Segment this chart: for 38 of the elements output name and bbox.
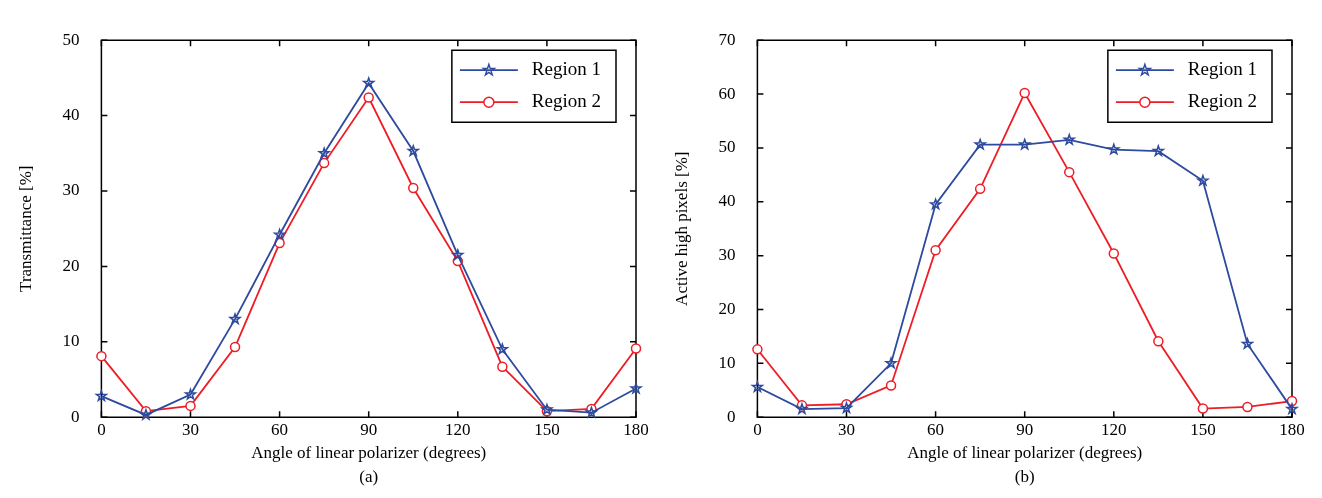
legend-label: Region 1 [1187,58,1258,80]
y-axis-title: Transmittance [%] [15,165,35,292]
y-tick-label: 40 [718,191,736,211]
x-tick-label: 150 [534,419,560,439]
x-tick-label: 60 [927,419,945,439]
x-tick-label: 180 [623,419,649,439]
legend-label: Region 2 [531,90,602,112]
y-tick-label: 10 [62,331,80,351]
text: (b) [1014,466,1035,486]
x-tick-label: 150 [1190,419,1216,439]
y-tick-label: 0 [70,406,80,426]
y-tick-label: 70 [718,29,736,49]
x-axis-title: Angle of linear polarizer (degrees) [907,443,1143,463]
x-tick-label: 30 [182,419,199,439]
x-tick-label: 0 [753,419,762,439]
y-tick-label: 60 [718,83,736,103]
y-tick-label: 30 [62,180,80,200]
x-tick-label: 120 [1101,419,1127,439]
y-tick-label: 50 [62,29,80,49]
y-tick-label: 0 [726,406,736,426]
legend-label: Region 2 [1187,90,1258,112]
y-tick-label: 20 [62,255,80,275]
text: (a) [359,466,379,486]
x-tick-label: 60 [271,419,289,439]
y-tick-label: 50 [718,137,736,157]
y-axis-title: Active high pixels [%] [671,151,691,306]
x-axis-title: Angle of linear polarizer (degrees) [251,443,487,463]
legend-label: Region 1 [531,58,602,80]
y-tick-label: 40 [62,105,80,125]
x-tick-label: 90 [1016,419,1034,439]
x-tick-label: 0 [97,419,106,439]
y-tick-label: 30 [718,245,736,265]
x-tick-label: 90 [360,419,378,439]
x-tick-label: 180 [1279,419,1305,439]
x-tick-label: 120 [445,419,471,439]
x-tick-label: 30 [838,419,855,439]
y-tick-label: 20 [718,298,736,318]
y-tick-label: 10 [718,352,736,372]
